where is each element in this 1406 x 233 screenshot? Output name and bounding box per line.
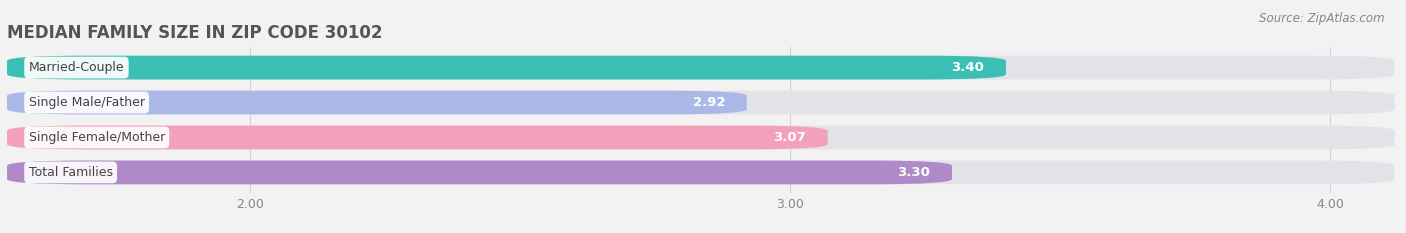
Text: 2.92: 2.92 xyxy=(693,96,725,109)
Text: Source: ZipAtlas.com: Source: ZipAtlas.com xyxy=(1260,12,1385,25)
Text: Single Male/Father: Single Male/Father xyxy=(28,96,145,109)
Text: MEDIAN FAMILY SIZE IN ZIP CODE 30102: MEDIAN FAMILY SIZE IN ZIP CODE 30102 xyxy=(7,24,382,42)
FancyBboxPatch shape xyxy=(7,56,1005,79)
FancyBboxPatch shape xyxy=(7,56,1395,79)
Text: 3.30: 3.30 xyxy=(897,166,931,179)
FancyBboxPatch shape xyxy=(7,91,747,114)
FancyBboxPatch shape xyxy=(7,161,1395,184)
Text: 3.40: 3.40 xyxy=(952,61,984,74)
Text: Married-Couple: Married-Couple xyxy=(28,61,124,74)
FancyBboxPatch shape xyxy=(7,126,1395,149)
FancyBboxPatch shape xyxy=(7,126,828,149)
FancyBboxPatch shape xyxy=(7,91,1395,114)
Text: 3.07: 3.07 xyxy=(773,131,806,144)
Text: Single Female/Mother: Single Female/Mother xyxy=(28,131,165,144)
Text: Total Families: Total Families xyxy=(28,166,112,179)
FancyBboxPatch shape xyxy=(7,161,952,184)
